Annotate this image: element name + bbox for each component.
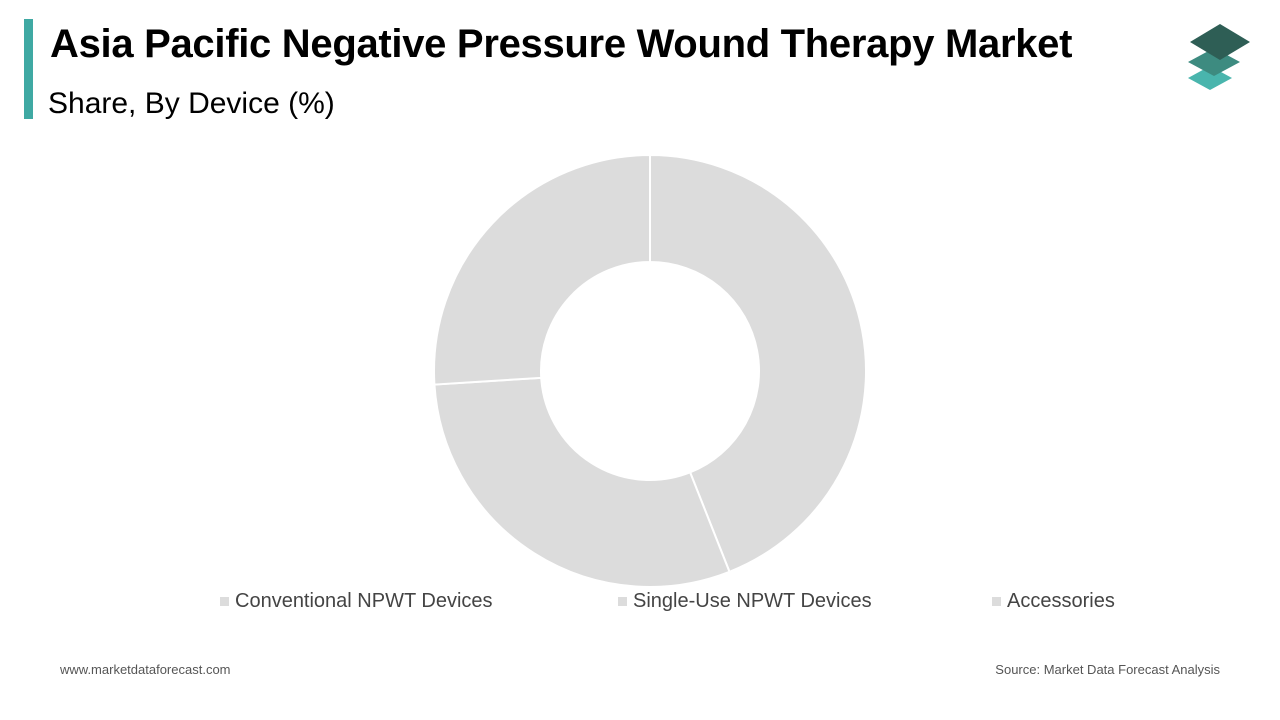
legend-swatch [220,596,229,606]
page-subtitle: Share, By Device (%) [48,87,335,120]
chart-legend: Conventional NPWT Devices Single-Use NPWT… [0,588,1280,616]
legend-label: Single-Use NPWT Devices [633,590,872,612]
donut-slice-single-use-npwt-devices [433,376,731,588]
stacked-layers-logo-icon [1188,24,1250,90]
title-accent-bar [24,19,33,119]
page-title: Asia Pacific Negative Pressure Wound The… [50,22,1073,66]
donut-chart [433,153,867,588]
donut-slice-conventional-npwt-devices [649,153,867,574]
donut-slice-accessories [433,153,651,386]
legend-item: Conventional NPWT Devices [220,588,493,614]
logo-layer-top [1190,24,1250,60]
legend-label: Conventional NPWT Devices [235,590,493,612]
legend-swatch [992,596,1001,606]
website-url: www.marketdataforecast.com [60,662,231,677]
source-note: Source: Market Data Forecast Analysis [995,662,1220,677]
legend-swatch [618,596,627,606]
legend-item: Accessories [992,588,1115,614]
legend-item: Single-Use NPWT Devices [618,588,872,614]
legend-label: Accessories [1007,590,1115,612]
